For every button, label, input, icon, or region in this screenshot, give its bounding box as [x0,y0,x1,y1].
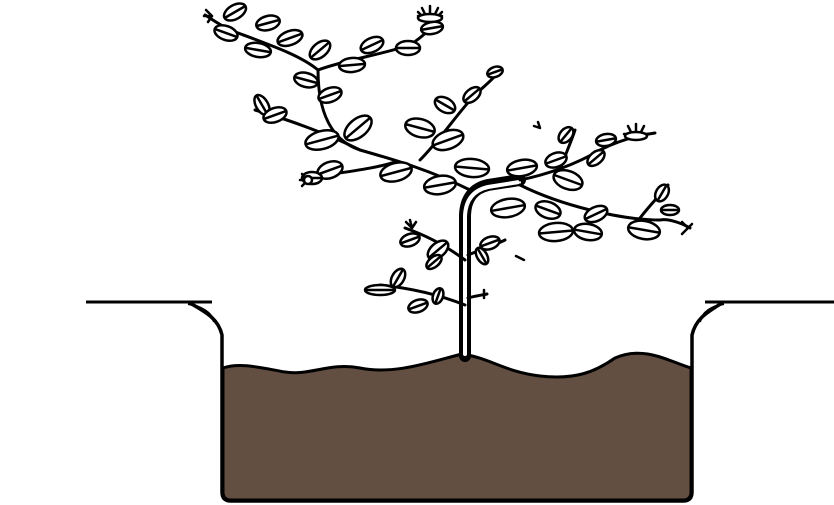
leaf [433,95,457,115]
leaf [489,197,527,219]
flower-bud [514,254,526,262]
leaf [659,203,681,217]
leaf [486,65,504,79]
leaf [422,174,458,196]
flower-bud [202,8,214,24]
flower-bud [298,172,314,188]
leaf [594,132,618,148]
leaf [394,39,422,57]
leaf [407,298,429,314]
leaf [572,222,604,242]
leaf [474,246,490,266]
leaf [255,14,281,32]
leaf [505,158,539,178]
leaf [317,85,343,105]
leaf [453,157,491,179]
leaf [404,117,436,139]
flower-bud [532,120,542,130]
leaf [479,235,501,251]
leaf [583,204,609,224]
leaf [537,221,575,243]
soil-fill [221,351,693,502]
leaf [462,85,482,105]
leaf [363,283,397,297]
hole-rim-right [699,303,725,323]
leaf [213,23,239,43]
leaf [534,200,562,220]
leaf [337,56,367,74]
hole-rim-left [187,303,215,323]
leaf [552,168,584,192]
leaf [343,114,373,142]
leaf [653,183,671,203]
leaf [544,151,568,169]
leaf [399,232,421,248]
leaf [243,41,273,59]
flower-bud [416,4,444,24]
leaf [308,39,332,61]
flower-bud [680,220,694,236]
flower-bud [404,218,418,230]
leaf [626,219,662,241]
leaf [557,125,575,145]
flower-buds [202,4,694,300]
hole-outline [189,301,723,503]
leaf [426,239,450,261]
leaf [359,35,385,55]
leaf [431,128,465,152]
tree-branches [203,13,692,307]
leaf [293,71,319,89]
leaf [276,28,304,48]
leaf [262,105,288,125]
leaf [586,148,606,168]
leaf [222,2,248,22]
leaf [304,129,340,151]
leaf [425,253,443,271]
tree-trunk [459,174,526,362]
leaf [431,287,445,305]
flower-bud [622,122,650,142]
leaf [379,161,413,183]
tree-leaves [213,2,681,314]
